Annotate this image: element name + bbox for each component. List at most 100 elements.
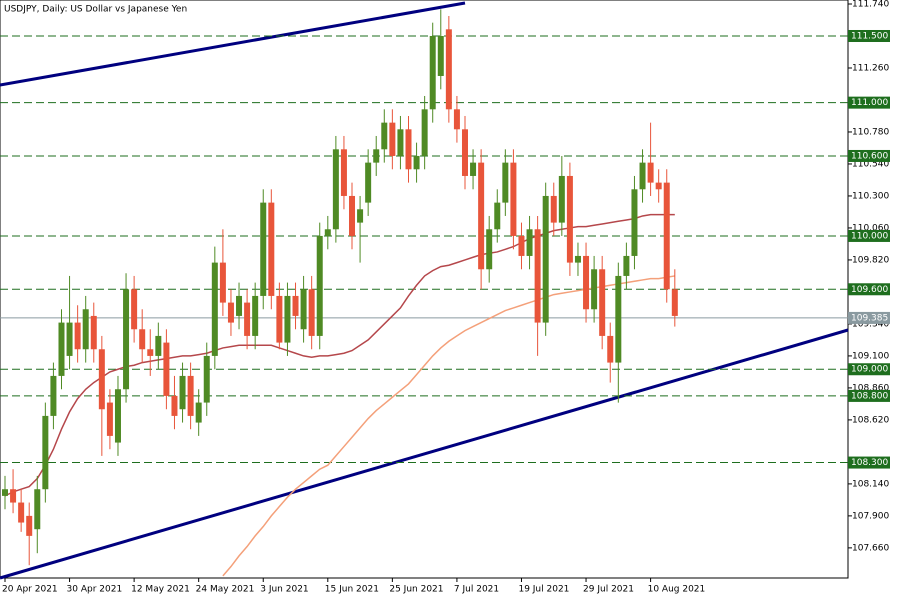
candle-body (227, 302, 234, 323)
candle-body (195, 402, 202, 423)
candle-body (106, 402, 113, 436)
candle-body (357, 209, 364, 223)
candle-body (50, 375, 57, 416)
y-tick-label: 110.060 (852, 223, 889, 233)
candle-body (260, 202, 267, 296)
candle-body (381, 122, 388, 150)
candle-body (340, 149, 347, 196)
candle-body (187, 375, 194, 416)
level-tag (848, 389, 890, 402)
y-tick-label: 109.340 (852, 319, 889, 329)
candle-body (316, 235, 323, 336)
candle-body (486, 229, 493, 270)
candle-body (373, 149, 380, 163)
candle-body (34, 489, 41, 530)
candle-body (558, 175, 565, 223)
candle-body (74, 322, 81, 350)
candle-body (66, 322, 73, 356)
candle-body (405, 129, 412, 170)
candle-body (171, 395, 178, 416)
candle-body (502, 162, 509, 203)
candle-body (566, 175, 573, 263)
candle-body (494, 202, 501, 230)
candle-body (671, 289, 678, 316)
y-tick-label: 110.780 (852, 127, 889, 137)
x-tick-label: 10 Aug 2021 (648, 585, 706, 595)
candle-body (631, 189, 638, 256)
candle-body (518, 235, 525, 256)
candle-body (58, 322, 65, 376)
candle-body (510, 162, 517, 236)
candle-body (147, 349, 154, 356)
level-label: 111.500 (851, 31, 888, 41)
candle-body (550, 195, 557, 223)
candle-body (10, 489, 17, 503)
candle-body (542, 195, 549, 323)
candle-body (179, 375, 186, 410)
y-tick-label: 107.660 (852, 543, 889, 553)
candle-body (155, 335, 162, 356)
candle-body (607, 335, 614, 363)
candle-body (139, 329, 146, 350)
candle-body (98, 349, 105, 410)
candle-body (219, 262, 226, 303)
level-tag (848, 29, 890, 42)
candle-body (114, 389, 121, 443)
x-tick-label: 29 Jul 2021 (583, 585, 634, 595)
trend-line (0, 328, 849, 580)
candle-body (655, 182, 662, 190)
candle-body (623, 255, 630, 276)
candle-body (308, 289, 315, 336)
y-tick-label: 110.540 (852, 159, 889, 169)
candle-body (365, 162, 372, 203)
level-label: 110.600 (851, 151, 888, 161)
y-tick-label: 107.900 (852, 511, 889, 521)
candle-body (583, 255, 590, 310)
level-label: 109.000 (851, 365, 888, 375)
candle-body (599, 269, 606, 336)
level-tag (848, 283, 890, 296)
candle-body (453, 109, 460, 130)
level-label: 109.600 (851, 285, 888, 295)
candle-body (389, 122, 396, 156)
level-label: 108.800 (851, 391, 888, 401)
level-tag (848, 229, 890, 242)
level-label: 108.300 (851, 458, 888, 468)
candle-body (591, 269, 598, 310)
y-tick-label: 108.620 (852, 415, 889, 425)
y-tick-label: 108.140 (852, 479, 889, 489)
candle-body (90, 315, 97, 350)
candle-body (203, 355, 210, 403)
candle-body (470, 162, 477, 176)
candle-body (663, 182, 670, 290)
candle-body (268, 202, 275, 296)
chart-title: USDJPY, Daily: US Dollar vs Japanese Yen (4, 5, 187, 15)
level-tag (848, 149, 890, 162)
candle-body (26, 515, 33, 536)
candle-body (332, 149, 339, 230)
candle-body (252, 295, 259, 336)
candle-body (163, 342, 170, 396)
level-label: 110.000 (851, 231, 888, 241)
candle-body (18, 502, 25, 523)
candle-body (478, 162, 485, 270)
candle-body (615, 275, 622, 363)
x-tick-label: 25 Jun 2021 (389, 585, 443, 595)
level-tag (848, 456, 890, 469)
y-tick-label: 109.100 (852, 351, 889, 361)
candle-body (534, 229, 541, 323)
candle-body (461, 129, 468, 176)
candle-body (284, 295, 291, 343)
candle-body (276, 295, 283, 343)
y-tick-label: 109.820 (852, 255, 889, 265)
x-tick-label: 15 Jun 2021 (325, 585, 379, 595)
candle-body (236, 295, 243, 316)
candle-body (82, 309, 89, 350)
x-tick-label: 7 Jul 2021 (454, 585, 499, 595)
x-tick-label: 3 Jun 2021 (260, 585, 308, 595)
level-label: 111.000 (851, 98, 888, 108)
moving-average (4, 213, 675, 497)
candle-body (349, 195, 356, 236)
